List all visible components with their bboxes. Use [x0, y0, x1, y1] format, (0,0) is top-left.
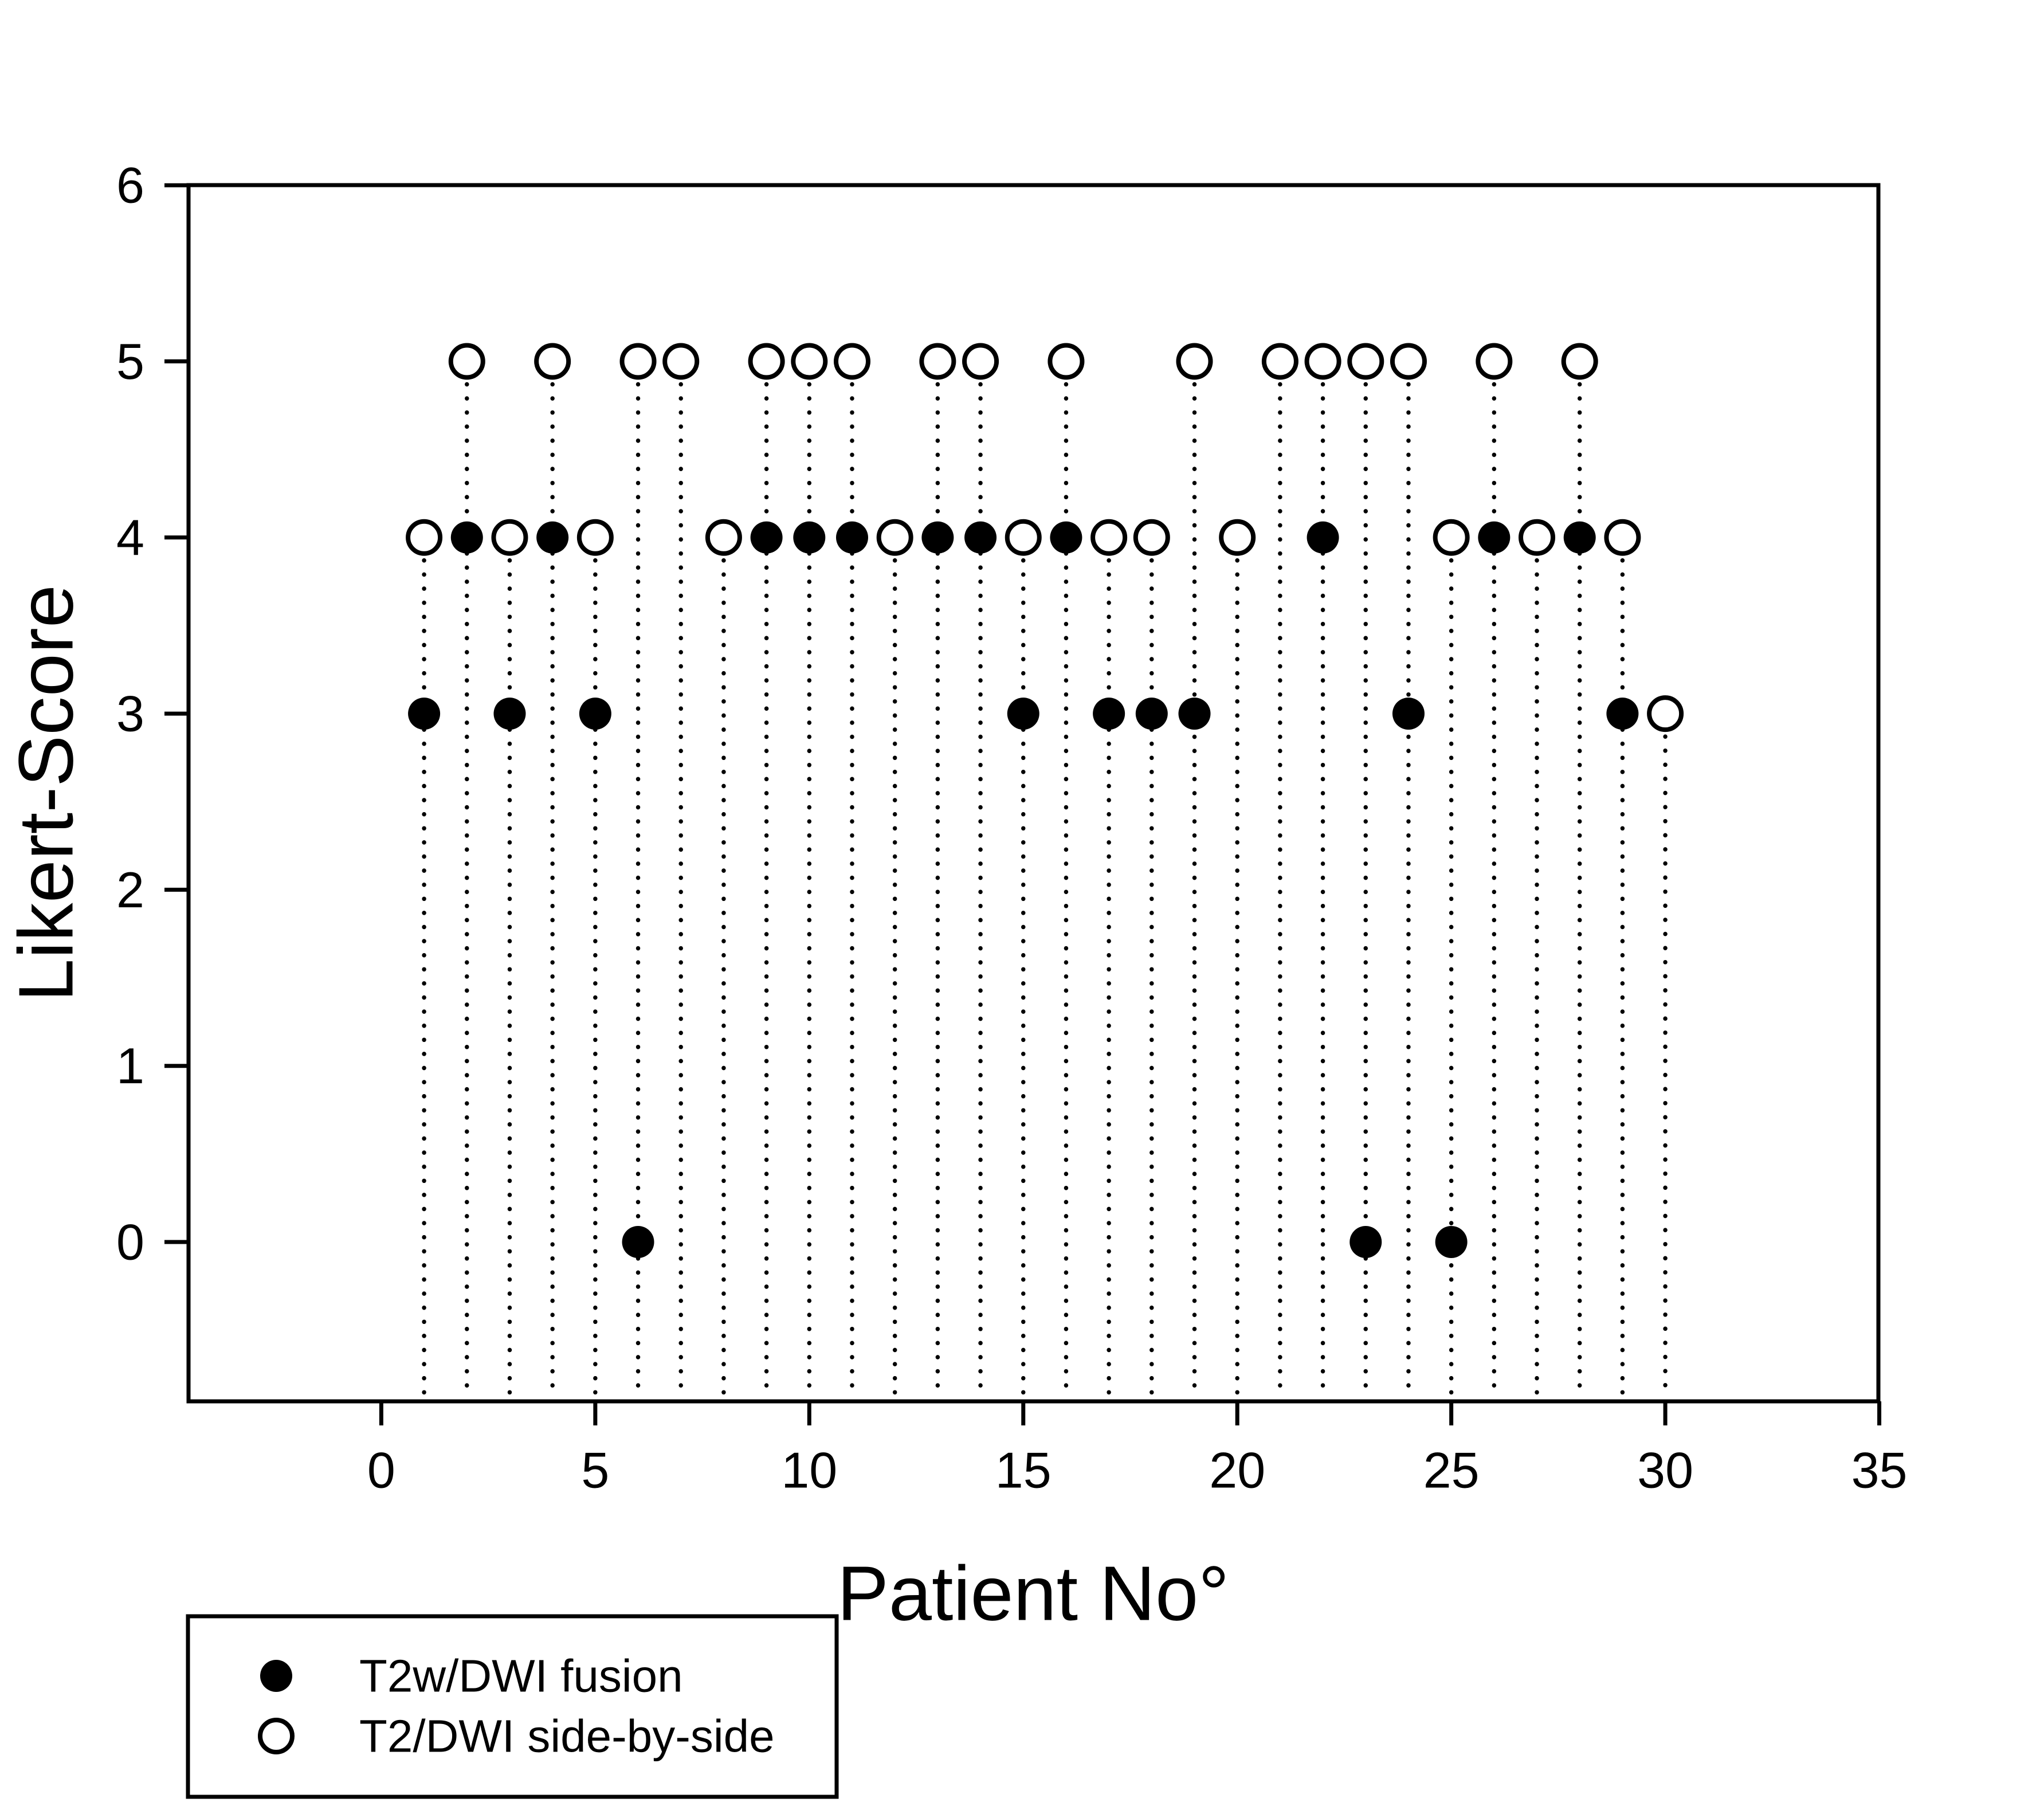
data-point-side-by-side — [576, 519, 614, 556]
legend-filled-circle-icon — [260, 1660, 292, 1692]
x-tick-label: 30 — [1637, 1442, 1693, 1499]
data-point-fusion — [408, 698, 441, 730]
data-point-side-by-side — [1133, 519, 1170, 556]
data-point-side-by-side — [1433, 519, 1470, 556]
data-point-side-by-side — [876, 519, 913, 556]
data-point-fusion — [964, 521, 997, 554]
data-point-fusion — [793, 521, 826, 554]
data-point-side-by-side — [962, 343, 999, 380]
x-tick-label: 0 — [367, 1442, 395, 1499]
data-point-fusion — [1349, 1226, 1382, 1258]
data-point-fusion — [536, 521, 569, 554]
legend-label-side-by-side: T2/DWI side-by-side — [359, 1711, 775, 1762]
data-point-fusion — [1093, 698, 1125, 730]
y-tick-label: 5 — [116, 333, 144, 390]
data-point-fusion — [450, 521, 483, 554]
data-point-fusion — [1478, 521, 1511, 554]
data-point-side-by-side — [1347, 343, 1384, 380]
x-axis-label: Patient No° — [837, 1550, 1229, 1637]
data-point-side-by-side — [1261, 343, 1298, 380]
x-tick-label: 5 — [581, 1442, 609, 1499]
data-point-side-by-side — [833, 343, 870, 380]
data-point-side-by-side — [748, 343, 785, 380]
x-tick-label: 20 — [1209, 1442, 1265, 1499]
legend-box — [186, 1614, 839, 1799]
x-tick-label: 35 — [1851, 1442, 1908, 1499]
data-point-side-by-side — [448, 343, 485, 380]
y-tick-label: 6 — [116, 157, 144, 214]
data-point-fusion — [493, 698, 526, 730]
data-point-fusion — [1392, 698, 1425, 730]
legend-label-fusion: T2w/DWI fusion — [359, 1651, 683, 1702]
data-point-side-by-side — [1390, 343, 1427, 380]
data-point-fusion — [835, 521, 868, 554]
data-point-side-by-side — [1476, 343, 1513, 380]
y-tick-label: 1 — [116, 1037, 144, 1094]
x-tick-label: 10 — [781, 1442, 837, 1499]
data-point-fusion — [1563, 521, 1596, 554]
data-point-side-by-side — [1219, 519, 1256, 556]
data-point-fusion — [1007, 698, 1039, 730]
data-point-side-by-side — [919, 343, 956, 380]
y-tick-label: 2 — [116, 861, 144, 918]
data-point-side-by-side — [1519, 519, 1556, 556]
y-axis-label: Likert-Score — [3, 585, 89, 1002]
data-point-side-by-side — [491, 519, 528, 556]
data-point-fusion — [579, 698, 611, 730]
data-point-side-by-side — [1047, 343, 1085, 380]
data-point-fusion — [1178, 698, 1211, 730]
legend: T2w/DWI fusion T2/DWI side-by-side — [186, 1614, 839, 1799]
plot-frame — [186, 183, 1881, 1404]
data-point-side-by-side — [791, 343, 828, 380]
data-point-fusion — [1606, 698, 1639, 730]
data-point-fusion — [1135, 698, 1168, 730]
data-point-fusion — [750, 521, 783, 554]
x-tick-label: 25 — [1423, 1442, 1480, 1499]
legend-open-circle-icon — [258, 1718, 295, 1754]
data-point-side-by-side — [1604, 519, 1641, 556]
data-point-fusion — [1435, 1226, 1468, 1258]
data-point-side-by-side — [1304, 343, 1341, 380]
data-point-fusion — [1050, 521, 1082, 554]
y-tick-label: 4 — [116, 509, 144, 566]
data-point-side-by-side — [406, 519, 443, 556]
y-tick-label: 0 — [116, 1214, 144, 1271]
data-point-side-by-side — [662, 343, 700, 380]
data-point-side-by-side — [1561, 343, 1598, 380]
data-point-side-by-side — [705, 519, 742, 556]
data-point-side-by-side — [1647, 695, 1684, 732]
data-point-fusion — [921, 521, 954, 554]
y-tick-label: 3 — [116, 685, 144, 742]
x-tick-label: 15 — [995, 1442, 1052, 1499]
data-point-side-by-side — [1176, 343, 1213, 380]
data-point-fusion — [1307, 521, 1339, 554]
data-point-side-by-side — [1090, 519, 1128, 556]
plot-area: 0 5 10 15 20 25 30 35 0 1 2 3 4 5 6 — [116, 157, 1907, 1499]
data-point-side-by-side — [534, 343, 571, 380]
data-point-fusion — [622, 1226, 654, 1258]
data-point-side-by-side — [619, 343, 657, 380]
data-point-side-by-side — [1005, 519, 1042, 556]
